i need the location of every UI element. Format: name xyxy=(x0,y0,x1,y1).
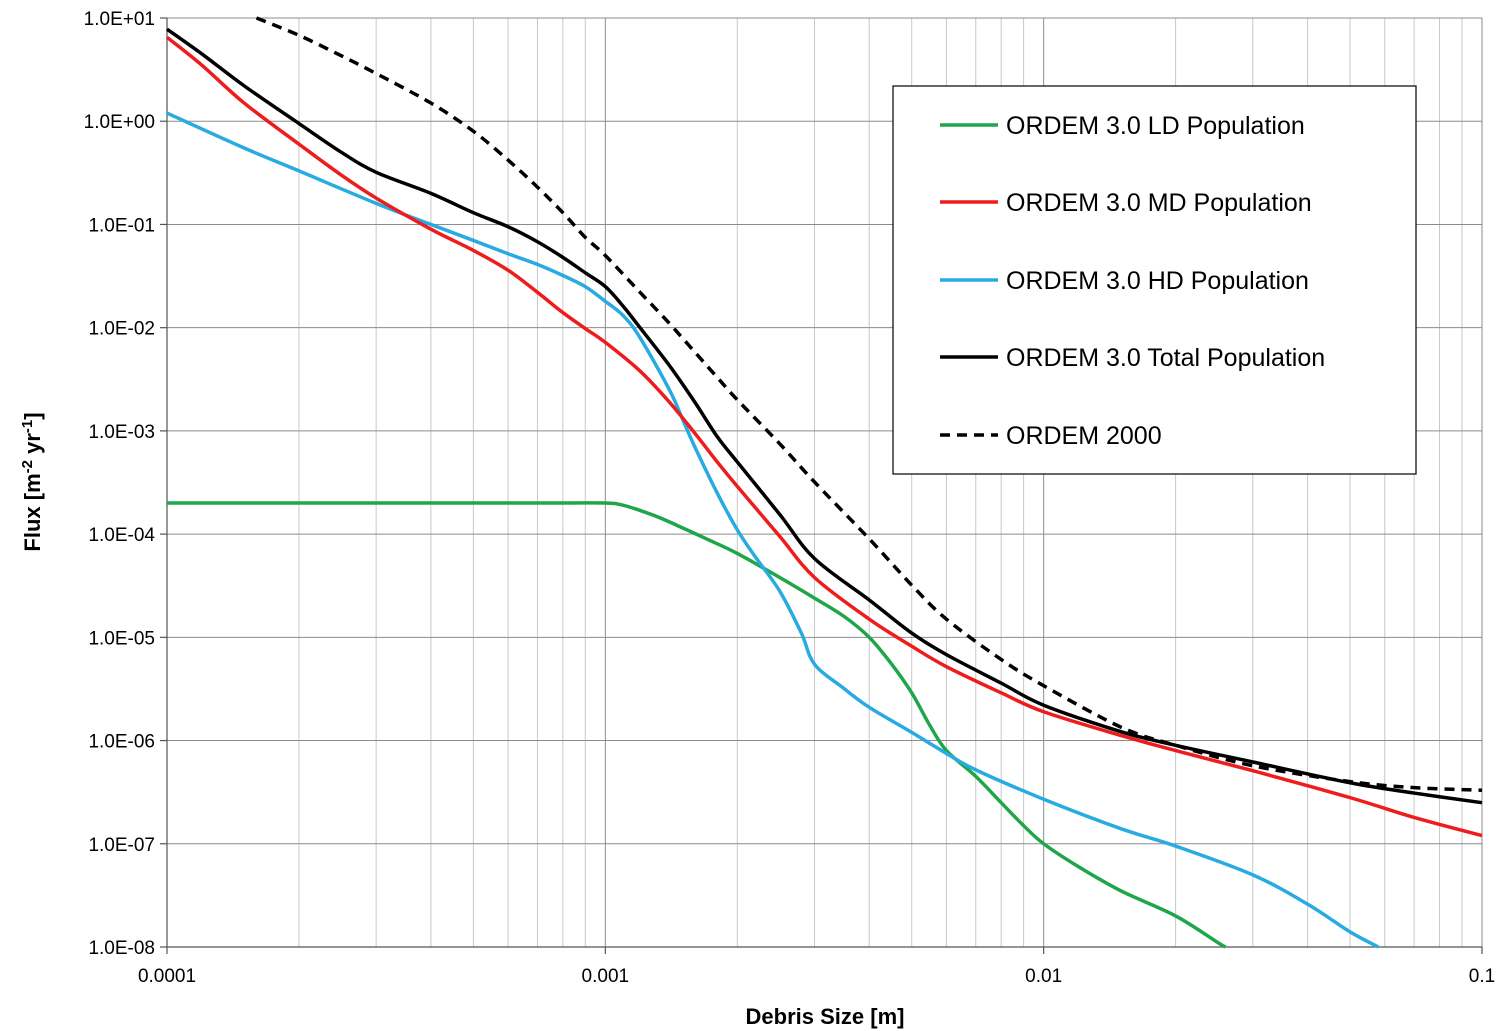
x-tick-label: 0.1 xyxy=(1469,966,1495,987)
y-axis-title-end: ] xyxy=(20,412,45,419)
y-tick-label: 1.0E-08 xyxy=(88,938,155,959)
x-tick-labels: 0.0001 0.001 0.01 0.1 xyxy=(138,966,1495,987)
y-tick-label: 1.0E-06 xyxy=(88,732,155,753)
series-line-ordem-3-0-ld-population xyxy=(167,501,1227,949)
axes xyxy=(160,17,1483,954)
y-tick-label: 1.0E+00 xyxy=(84,112,155,133)
legend-label: ORDEM 3.0 HD Population xyxy=(1006,267,1309,295)
y-tick-label: 1.0E+01 xyxy=(84,9,155,30)
y-tick-label: 1.0E-04 xyxy=(88,525,155,546)
y-axis-title-mid: yr xyxy=(20,433,45,460)
y-tick-label: 1.0E-05 xyxy=(88,628,155,649)
y-tick-labels: 1.0E+01 1.0E+00 1.0E-01 1.0E-02 1.0E-03 1.0E-… xyxy=(84,9,156,959)
x-tick-label: 0.001 xyxy=(582,966,630,987)
y-axis-title: Flux [m-2 yr-1] xyxy=(19,412,45,551)
series-line-ordem-3-0-total-population xyxy=(165,27,1483,805)
series-line-ordem-3-0-md-population xyxy=(165,35,1483,838)
y-tick-label: 1.0E-02 xyxy=(88,319,155,340)
series-layer xyxy=(165,16,1483,949)
y-axis-title-exp2: -1 xyxy=(19,420,36,433)
y-tick-label: 1.0E-01 xyxy=(88,215,155,236)
y-tick-label: 1.0E-07 xyxy=(88,835,155,856)
legend-label: ORDEM 3.0 MD Population xyxy=(1006,189,1312,217)
x-tick-label: 0.0001 xyxy=(138,966,196,987)
y-tick-label: 1.0E-03 xyxy=(88,422,155,443)
legend-entries: ORDEM 3.0 LD Population ORDEM 3.0 MD Popu… xyxy=(940,112,1325,450)
series-line-ordem-2000 xyxy=(255,16,1483,793)
legend-label: ORDEM 3.0 LD Population xyxy=(1006,112,1305,140)
y-axis-title-main: Flux [m xyxy=(20,473,45,551)
legend: ORDEM 3.0 LD Population ORDEM 3.0 MD Popu… xyxy=(892,85,1417,475)
x-tick-label: 0.01 xyxy=(1025,966,1062,987)
legend-label: ORDEM 3.0 Total Population xyxy=(1006,344,1325,372)
series-line-ordem-3-0-hd-population xyxy=(166,111,1380,949)
x-axis-title: Debris Size [m] xyxy=(746,1004,905,1029)
y-axis-title-exp1: -2 xyxy=(19,460,36,473)
legend-label: ORDEM 2000 xyxy=(1006,422,1162,450)
